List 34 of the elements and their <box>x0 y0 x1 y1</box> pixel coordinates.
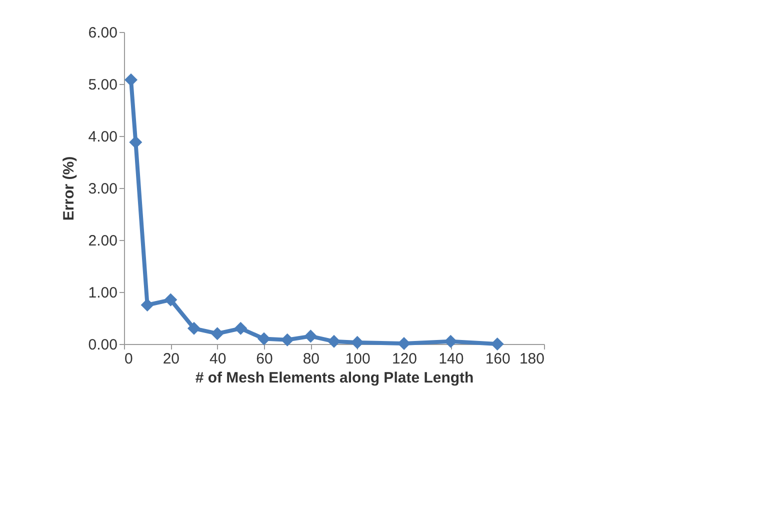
point <box>187 322 201 335</box>
y-tick-label: 2.00 <box>88 232 118 250</box>
point <box>129 136 142 149</box>
x-tick-label: 80 <box>302 350 320 368</box>
y-tick-label: 6.00 <box>88 24 118 42</box>
point <box>304 330 318 343</box>
x-tick-label: 20 <box>162 350 180 368</box>
x-tick-label: 140 <box>438 350 464 368</box>
y-tick-label: 5.00 <box>88 76 118 94</box>
point <box>327 334 341 348</box>
y-tick-label: 0.00 <box>88 336 118 354</box>
y-tick-label: 3.00 <box>88 180 118 198</box>
point <box>234 322 248 335</box>
point <box>397 336 411 350</box>
point <box>280 333 294 346</box>
x-axis-title: # of Mesh Elements along Plate Length <box>195 370 474 386</box>
point <box>490 337 504 351</box>
x-tick-label: 120 <box>392 350 418 368</box>
y-tick-label: 4.00 <box>88 128 118 146</box>
point <box>140 298 154 312</box>
point <box>350 336 364 349</box>
x-tick-label: 0 <box>124 350 133 368</box>
point <box>124 73 138 86</box>
x-tick-label: 180 <box>519 350 544 368</box>
x-tick-label: 40 <box>209 350 226 368</box>
y-tick-label: 1.00 <box>88 284 118 302</box>
point <box>257 332 271 346</box>
x-tick-label: 100 <box>345 350 370 368</box>
x-tick-label: 60 <box>256 350 273 368</box>
point <box>164 293 178 306</box>
point <box>444 334 458 348</box>
y-axis-title: Error (%) <box>60 156 78 221</box>
x-tick-label: 160 <box>485 350 510 368</box>
point <box>210 327 224 340</box>
